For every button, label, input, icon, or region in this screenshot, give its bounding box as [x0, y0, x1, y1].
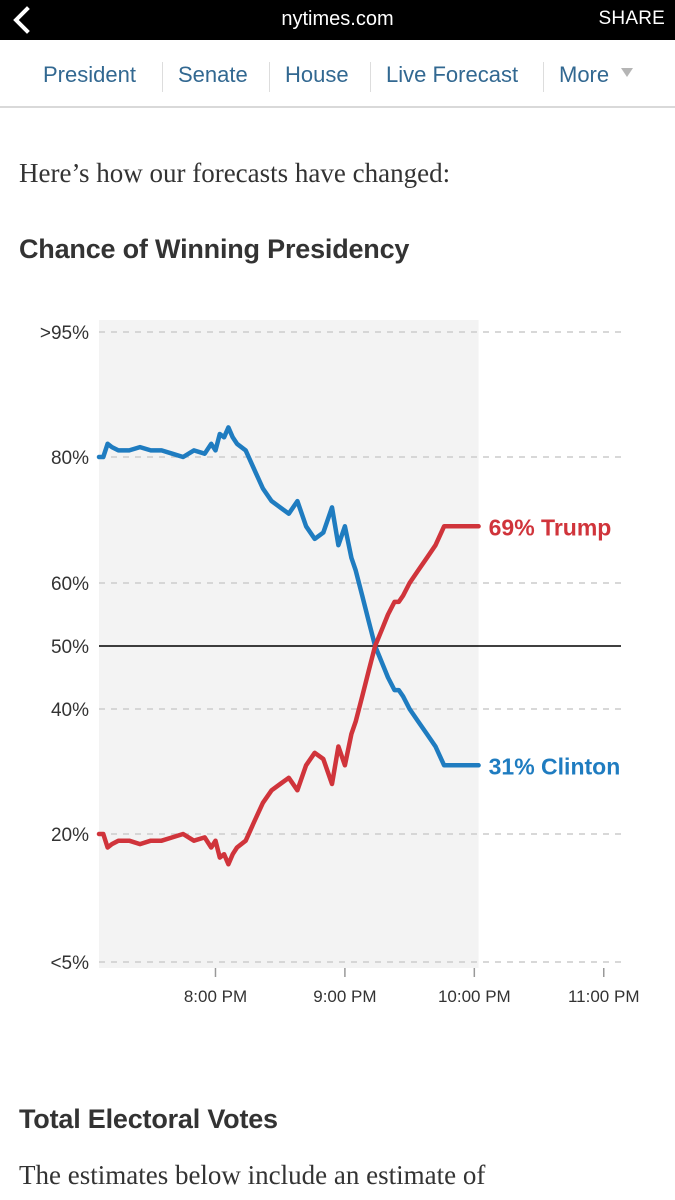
series-end-label-trump: 69% Trump	[489, 514, 612, 540]
y-tick-label: 80%	[51, 448, 89, 469]
chart-heading: Chance of Winning Presidency	[19, 234, 410, 264]
nav-divider	[370, 62, 371, 92]
nav-divider	[162, 62, 163, 92]
nav-senate[interactable]: Senate	[178, 62, 248, 87]
y-tick-label: 40%	[51, 700, 89, 721]
y-tick-label: 60%	[51, 574, 89, 595]
section-paragraph: The estimates below include an estimate …	[19, 1160, 486, 1190]
x-tick-label: 11:00 PM	[568, 987, 640, 1006]
nav-live-forecast[interactable]: Live Forecast	[386, 62, 519, 87]
x-tick-label: 10:00 PM	[438, 987, 511, 1006]
series-line-clinton	[96, 425, 481, 768]
nav-house[interactable]: House	[285, 62, 349, 87]
x-tick-label: 9:00 PM	[313, 987, 376, 1006]
nav-divider	[269, 62, 270, 92]
intro-text: Here’s how our forecasts have changed:	[19, 158, 451, 188]
y-tick-label: 20%	[51, 825, 89, 846]
section-nav: President Senate House Live Forecast Mor…	[0, 40, 675, 108]
y-tick-label: >95%	[40, 323, 89, 344]
y-tick-label: 50%	[51, 637, 89, 658]
section-heading-electoral-votes: Total Electoral Votes	[19, 1104, 278, 1134]
share-button[interactable]: SHARE	[598, 8, 665, 29]
forecast-chart: >95% 80% 60% 50% 40% 20% <5% 8:00 PM 9:00 PM 10:0…	[40, 320, 640, 1006]
y-tick-label: <5%	[50, 953, 89, 974]
nav-more[interactable]: More	[559, 62, 610, 87]
back-chevron-icon[interactable]	[6, 3, 40, 37]
chevron-down-icon[interactable]	[621, 68, 633, 77]
site-domain: nytimes.com	[281, 8, 394, 30]
series-line-trump	[96, 524, 481, 867]
elapsed-time-shading	[99, 320, 479, 968]
series-end-label-clinton: 31% Clinton	[489, 753, 621, 779]
nav-president[interactable]: President	[43, 62, 136, 87]
x-tick-label: 8:00 PM	[184, 987, 247, 1006]
top-bar: nytimes.com SHARE	[0, 0, 675, 40]
nav-divider	[543, 62, 544, 92]
